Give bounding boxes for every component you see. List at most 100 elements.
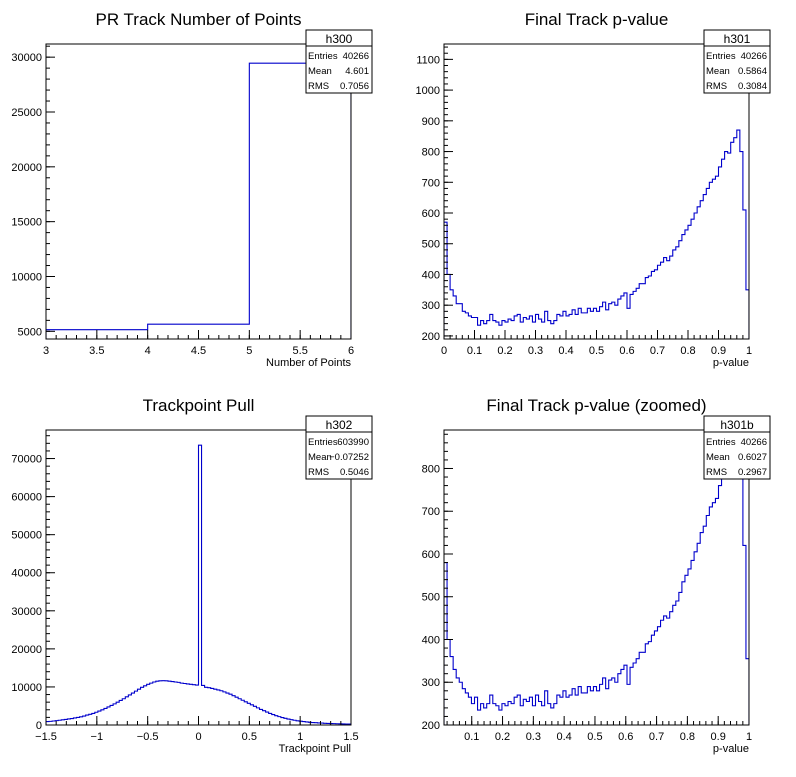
y-tick-label: 700 bbox=[422, 177, 440, 189]
x-tick-label: 0.2 bbox=[495, 731, 510, 743]
x-tick-label: 0 bbox=[195, 731, 201, 743]
y-tick-label: 60000 bbox=[11, 492, 42, 504]
y-tick-label: 0 bbox=[36, 720, 42, 732]
x-tick-label: 0.3 bbox=[526, 731, 541, 743]
x-axis-label: p-value bbox=[713, 357, 749, 369]
stats-value-entries: 603990 bbox=[337, 437, 369, 448]
x-tick-label: 3.5 bbox=[89, 345, 104, 357]
y-tick-label: 400 bbox=[422, 634, 440, 646]
stats-value-entries: 40266 bbox=[741, 51, 767, 62]
stats-label-rms: RMS bbox=[706, 81, 727, 92]
stats-label-entries: Entries bbox=[706, 437, 736, 448]
stats-label-rms: RMS bbox=[308, 81, 329, 92]
y-tick-label: 800 bbox=[422, 463, 440, 475]
pad-final-track-p-value: Final Track p-value 0 0.1 0.2 0.3 0.4 0.5 0.6 0.… bbox=[398, 0, 796, 386]
histogram-line bbox=[46, 444, 351, 725]
x-tick-label: 0.1 bbox=[464, 731, 479, 743]
x-axis-label: Trackpoint Pull bbox=[279, 743, 351, 755]
y-tick-label: 400 bbox=[422, 269, 440, 281]
chart-final-track-p-value-zoomed: Final Track p-value (zoomed) 0.1 0.2 0.3 0.4… bbox=[422, 396, 771, 755]
y-tick-label: 700 bbox=[422, 506, 440, 518]
y-tick-label: 300 bbox=[422, 300, 440, 312]
y-tick-label: 200 bbox=[422, 720, 440, 732]
y-tick-label: 1100 bbox=[416, 54, 440, 66]
stats-value-rms: 0.3084 bbox=[738, 81, 767, 92]
pad-pr-track-number-of-points: PR Track Number of Points 3 3.5 4 4.5 5 5.5 6 50… bbox=[0, 0, 398, 386]
y-tick-label: 600 bbox=[422, 549, 440, 561]
stats-label-rms: RMS bbox=[308, 467, 329, 478]
plot-frame bbox=[45, 43, 352, 340]
y-tick-label: 300 bbox=[422, 677, 440, 689]
stats-value-rms: 0.5046 bbox=[340, 467, 369, 478]
histogram-line bbox=[444, 433, 749, 725]
stats-value-mean: 4.601 bbox=[345, 66, 369, 77]
chart-pr-track-number-of-points: PR Track Number of Points 3 3.5 4 4.5 5 5.5 6 50… bbox=[11, 10, 373, 369]
x-tick-label: 0.5 bbox=[242, 731, 257, 743]
x-tick-label: −1.5 bbox=[35, 731, 57, 743]
x-axis-label: p-value bbox=[713, 743, 749, 755]
x-tick-label: 1 bbox=[297, 731, 303, 743]
y-tick-label: 800 bbox=[422, 147, 440, 159]
x-tick-label: 0.4 bbox=[558, 345, 573, 357]
x-tick-label: 6 bbox=[348, 345, 354, 357]
x-tick-label: 0.9 bbox=[711, 731, 726, 743]
stats-histogram-name: h301b bbox=[720, 418, 754, 432]
plot-frame bbox=[443, 43, 750, 340]
stats-box-frame bbox=[305, 415, 373, 480]
stats-label-mean: Mean bbox=[308, 452, 332, 463]
stats-value-mean: 0.6027 bbox=[738, 452, 767, 463]
y-tick-label: 10000 bbox=[11, 271, 42, 283]
x-axis-label: Number of Points bbox=[266, 357, 351, 369]
stats-value-mean: 0.5864 bbox=[738, 66, 767, 77]
stats-box-frame bbox=[305, 29, 373, 94]
stats-label-mean: Mean bbox=[706, 66, 730, 77]
x-tick-label: 1 bbox=[746, 731, 752, 743]
y-tick-label: 50000 bbox=[11, 530, 42, 542]
y-tick-label: 200 bbox=[422, 331, 440, 343]
x-tick-label: 1 bbox=[746, 345, 752, 357]
chart-title: Final Track p-value bbox=[525, 10, 669, 29]
stats-box-frame bbox=[703, 29, 771, 94]
x-tick-label: 0.7 bbox=[650, 345, 665, 357]
chart-title: PR Track Number of Points bbox=[96, 10, 302, 29]
chart-title: Trackpoint Pull bbox=[143, 396, 255, 415]
stats-box-frame bbox=[703, 415, 771, 480]
stats-value-mean: −0.07252 bbox=[329, 452, 369, 463]
plot-frame bbox=[443, 429, 750, 726]
x-tick-label: 3 bbox=[43, 345, 49, 357]
x-tick-label: −0.5 bbox=[137, 731, 159, 743]
y-tick-label: 500 bbox=[422, 592, 440, 604]
x-tick-label: 0.9 bbox=[711, 345, 726, 357]
x-tick-label: 0.4 bbox=[557, 731, 572, 743]
x-tick-label: 0.6 bbox=[618, 731, 633, 743]
stats-value-entries: 40266 bbox=[741, 437, 767, 448]
stats-label-entries: Entries bbox=[308, 437, 338, 448]
y-tick-label: 1000 bbox=[416, 85, 440, 97]
x-tick-label: 0.8 bbox=[680, 345, 695, 357]
chart-trackpoint-pull: Trackpoint Pull −1.5 −1 −0.5 0 0.5 1 1.5 0 10000 2… bbox=[11, 396, 373, 755]
y-tick-label: 600 bbox=[422, 208, 440, 220]
x-tick-label: 0.8 bbox=[680, 731, 695, 743]
x-tick-label: 5.5 bbox=[293, 345, 308, 357]
y-tick-label: 900 bbox=[422, 116, 440, 128]
x-tick-label: −1 bbox=[91, 731, 104, 743]
y-tick-label: 20000 bbox=[11, 644, 42, 656]
histogram-line bbox=[46, 62, 351, 339]
stats-value-entries: 40266 bbox=[343, 51, 369, 62]
stats-label-mean: Mean bbox=[308, 66, 332, 77]
y-tick-label: 15000 bbox=[11, 217, 42, 229]
stats-box: h301 Entries 40266 Mean 0.5864 RMS 0.3084 bbox=[703, 29, 771, 94]
x-tick-label: 0.7 bbox=[649, 731, 664, 743]
x-tick-label: 5 bbox=[246, 345, 252, 357]
y-tick-label: 10000 bbox=[11, 682, 42, 694]
x-tick-label: 0.1 bbox=[467, 345, 482, 357]
x-tick-label: 0.5 bbox=[587, 731, 602, 743]
stats-box: h300 Entries 40266 Mean 4.601 RMS 0.7056 bbox=[305, 29, 373, 94]
y-tick-label: 25000 bbox=[11, 107, 42, 119]
stats-value-rms: 0.7056 bbox=[340, 81, 369, 92]
stats-label-rms: RMS bbox=[706, 467, 727, 478]
x-tick-label: 0 bbox=[441, 345, 447, 357]
y-tick-label: 30000 bbox=[11, 606, 42, 618]
stats-histogram-name: h302 bbox=[326, 418, 353, 432]
